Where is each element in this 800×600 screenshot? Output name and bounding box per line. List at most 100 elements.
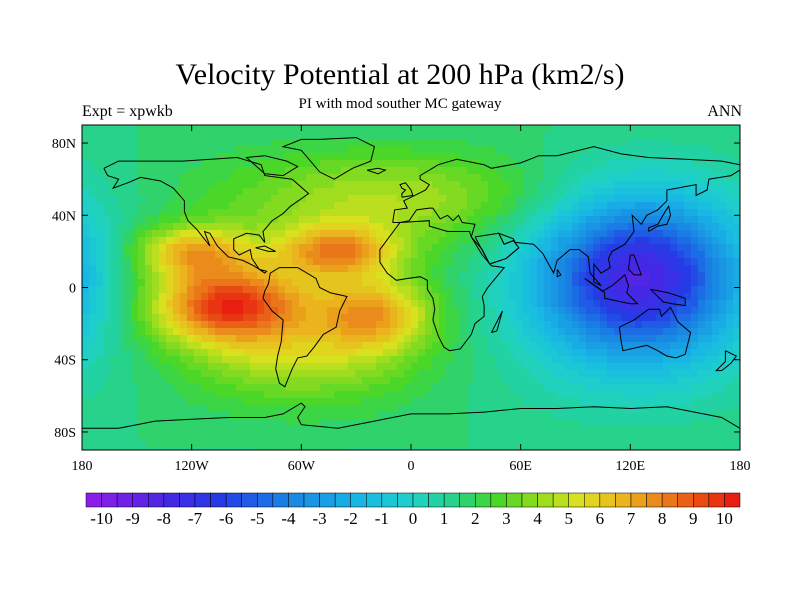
colorbar-label: -4 bbox=[281, 509, 296, 528]
colorbar-swatch bbox=[381, 492, 398, 508]
colorbar-label: -1 bbox=[375, 509, 389, 528]
colorbar-swatch bbox=[412, 492, 429, 508]
colorbar-label: -2 bbox=[344, 509, 358, 528]
coastlines bbox=[82, 137, 740, 429]
philippines-coast bbox=[627, 254, 643, 276]
colorbar-swatch bbox=[397, 492, 414, 508]
colorbar-swatch bbox=[132, 492, 149, 508]
colorbar-label: 9 bbox=[689, 509, 698, 528]
colorbar-swatch bbox=[350, 492, 367, 508]
colorbar-label: -8 bbox=[157, 509, 171, 528]
madagascar-coast bbox=[490, 310, 503, 334]
colorbar-swatch bbox=[521, 492, 538, 508]
colorbar-label: -7 bbox=[188, 509, 203, 528]
colorbar-label: -3 bbox=[312, 509, 326, 528]
cuba-coast bbox=[255, 245, 276, 252]
colorbar-swatch bbox=[163, 492, 180, 508]
sri-lanka-coast bbox=[556, 269, 562, 278]
colorbar-swatch bbox=[225, 492, 242, 508]
experiment-label: Expt = xpwkb bbox=[82, 103, 173, 120]
x-tick-label: 60W bbox=[288, 459, 316, 474]
colorbar-label: 5 bbox=[564, 509, 573, 528]
colorbar-swatch bbox=[194, 492, 211, 508]
colorbar-swatch bbox=[490, 492, 507, 508]
colorbar-swatch bbox=[303, 492, 320, 508]
colorbar-swatch bbox=[661, 492, 678, 508]
colorbar-swatch bbox=[724, 492, 741, 508]
colorbar-label: 2 bbox=[471, 509, 480, 528]
map-axes: 180 120W 60W 0 60E 120E 180 80N 40N 0 40S 80S bbox=[52, 125, 751, 474]
colorbar-label: -6 bbox=[219, 509, 233, 528]
colorbar-label: 10 bbox=[716, 509, 733, 528]
colorbar-label: -5 bbox=[250, 509, 264, 528]
colorbar-swatch bbox=[148, 492, 165, 508]
y-tick-label: 40N bbox=[52, 209, 76, 224]
colorbar-swatch bbox=[630, 492, 647, 508]
colorbar-label: 6 bbox=[596, 509, 605, 528]
colorbar-swatch bbox=[506, 492, 523, 508]
colorbar-swatch bbox=[584, 492, 601, 508]
colorbar-label: -9 bbox=[126, 509, 140, 528]
new-guinea-coast bbox=[650, 288, 686, 307]
japan-coast bbox=[648, 205, 672, 232]
indonesia-coast bbox=[584, 274, 639, 305]
colorbar-swatch bbox=[459, 492, 476, 508]
colorbar-swatch bbox=[552, 492, 569, 508]
x-tick-label: 180 bbox=[72, 459, 93, 474]
colorbar: -10 -9 -8 -7 -6 -5 -4 -3 -2 -1 0 1 2 3 4 5 6 7 8 9 10 bbox=[85, 492, 741, 528]
colorbar-label: 8 bbox=[658, 509, 667, 528]
plot-title: Velocity Potential at 200 hPa (km2/s) bbox=[175, 58, 625, 91]
velocity-potential-field bbox=[82, 125, 740, 450]
colorbar-swatch bbox=[677, 492, 694, 508]
africa-coast bbox=[379, 220, 506, 352]
colorbar-swatch bbox=[366, 492, 383, 508]
colorbar-swatch bbox=[475, 492, 492, 508]
colorbar-label: -10 bbox=[90, 509, 113, 528]
colorbar-swatch bbox=[568, 492, 585, 508]
colorbar-label: 4 bbox=[533, 509, 542, 528]
colorbar-swatch bbox=[693, 492, 710, 508]
colorbar-swatch bbox=[210, 492, 227, 508]
x-tick-label: 0 bbox=[408, 459, 415, 474]
colorbar-swatch bbox=[319, 492, 336, 508]
y-tick-label: 80S bbox=[54, 426, 76, 441]
colorbar-swatch bbox=[288, 492, 305, 508]
colorbar-swatch bbox=[116, 492, 133, 508]
south-america-coast bbox=[262, 267, 348, 388]
baffin-coast bbox=[245, 155, 299, 177]
x-tick-label: 180 bbox=[730, 459, 751, 474]
colorbar-swatch bbox=[599, 492, 616, 508]
colorbar-swatch bbox=[179, 492, 196, 508]
colorbar-swatch bbox=[708, 492, 725, 508]
x-tick-label: 120E bbox=[616, 459, 646, 474]
plot-subtitle: PI with mod souther MC gateway bbox=[298, 96, 502, 112]
y-tick-label: 80N bbox=[52, 137, 76, 152]
colorbar-swatch bbox=[443, 492, 460, 508]
antarctica-coast bbox=[82, 402, 740, 429]
new-zealand-coast bbox=[714, 350, 738, 372]
australia-coast bbox=[618, 306, 692, 359]
uk-coast bbox=[399, 182, 414, 198]
colorbar-swatch bbox=[646, 492, 663, 508]
greenland-coast bbox=[281, 137, 375, 180]
colorbar-label: 0 bbox=[409, 509, 418, 528]
colorbar-swatch bbox=[537, 492, 554, 508]
x-tick-label: 60E bbox=[509, 459, 532, 474]
colorbar-swatch bbox=[334, 492, 351, 508]
iceland-coast bbox=[366, 167, 387, 175]
y-tick-label: 0 bbox=[69, 282, 76, 297]
colorbar-swatch bbox=[241, 492, 258, 508]
north-america-coast bbox=[103, 156, 310, 274]
colorbar-swatch bbox=[272, 492, 289, 508]
season-label: ANN bbox=[707, 103, 742, 120]
colorbar-label: 7 bbox=[627, 509, 636, 528]
colorbar-label: 3 bbox=[502, 509, 511, 528]
colorbar-swatch bbox=[85, 492, 102, 508]
arabia-coast bbox=[474, 232, 520, 265]
colorbar-swatch bbox=[257, 492, 274, 508]
x-tick-label: 120W bbox=[175, 459, 210, 474]
colorbar-swatch bbox=[101, 492, 118, 508]
colorbar-swatch bbox=[615, 492, 632, 508]
y-tick-label: 40S bbox=[54, 354, 76, 369]
